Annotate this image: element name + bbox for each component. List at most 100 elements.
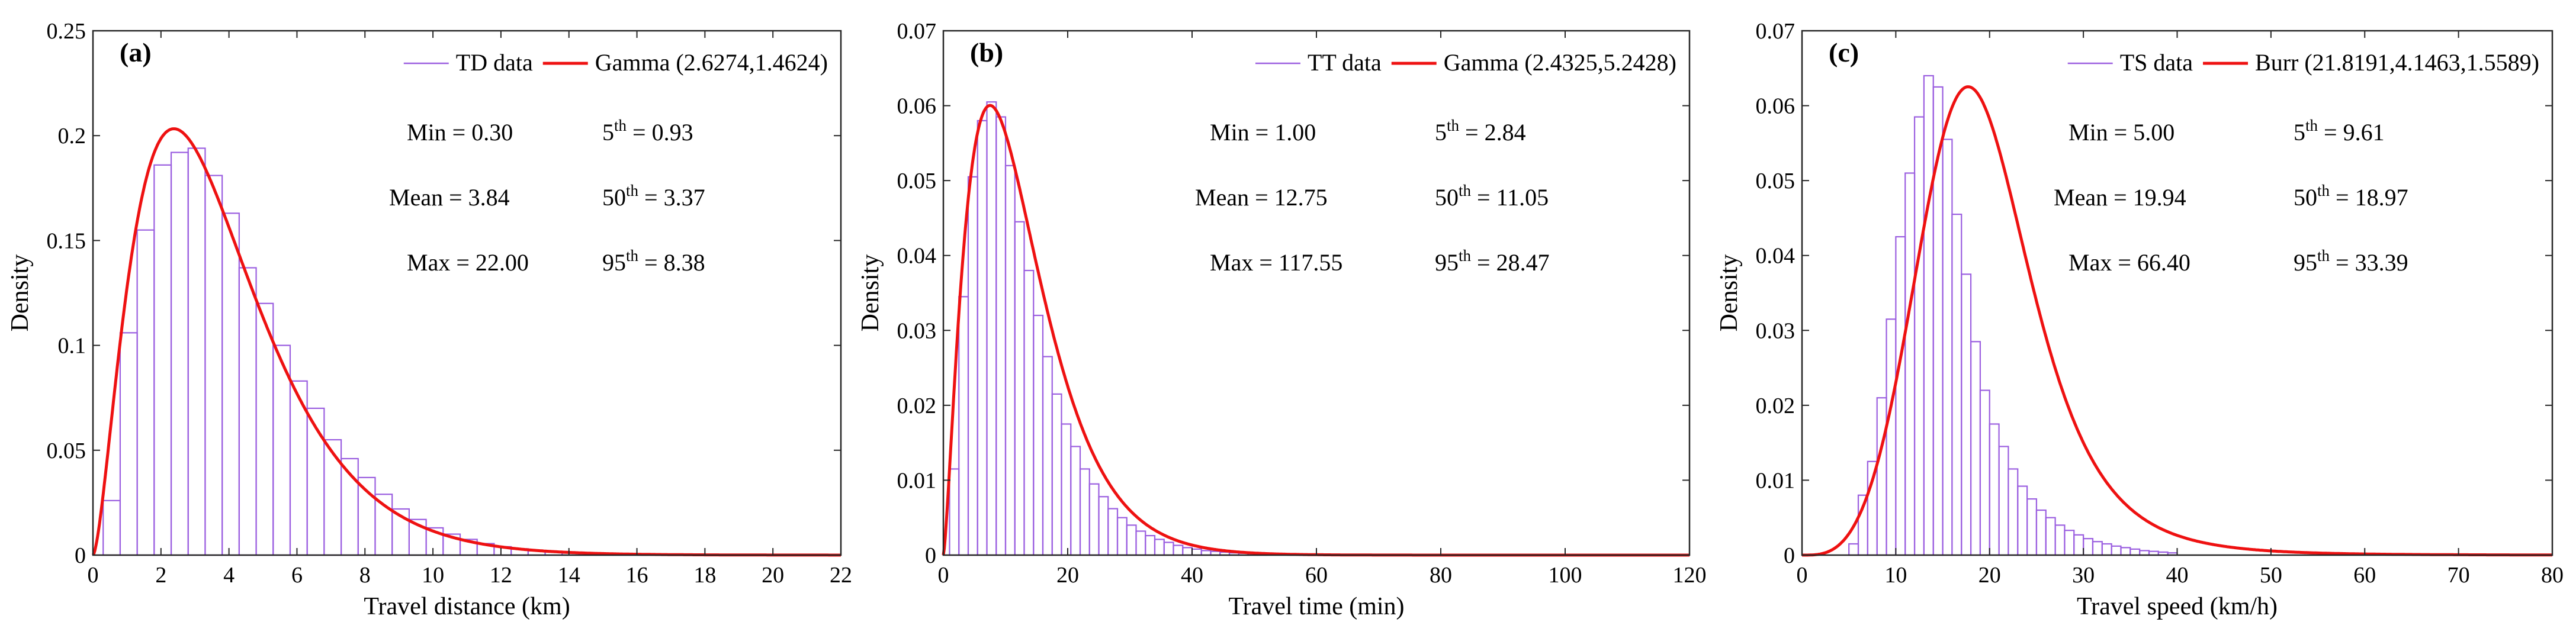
x-tick-label: 120: [1673, 563, 1707, 588]
histogram-bar: [255, 302, 274, 556]
percentile-sup: th: [2317, 247, 2330, 265]
histogram-bar: [1079, 468, 1090, 556]
histogram-bar: [2073, 534, 2084, 556]
histogram-bar: [1998, 446, 2009, 556]
y-tick-label: 0.03: [897, 318, 937, 343]
y-tick-label: 0.15: [47, 228, 86, 253]
histogram-bar: [1098, 496, 1109, 556]
histogram-bar: [2129, 548, 2141, 556]
percentile-base: 50: [1435, 184, 1459, 211]
axes-box: [92, 30, 842, 556]
panel-1: 0 2 4 6 8 10 12 14 16 18 20 22 0 0.05 0.1 0.15 0.2 0.25 Tr…: [7, 19, 852, 620]
histogram-bar: [1070, 446, 1081, 556]
percentile-base: 95: [1435, 249, 1459, 276]
percentile-value: = 18.97: [2330, 184, 2408, 211]
percentile-sup: th: [626, 247, 639, 265]
histogram-bar: [2120, 547, 2131, 556]
x-tick-label: 0: [1797, 563, 1808, 588]
x-tick-label: 80: [1430, 563, 1452, 588]
histogram-bar: [1107, 508, 1119, 556]
histogram-bar: [1154, 539, 1165, 556]
percentile-base: 95: [2294, 249, 2317, 276]
histogram-bar: [1951, 214, 1962, 556]
x-tick-label: 0: [938, 563, 949, 588]
y-tick-label: 0.06: [897, 94, 937, 119]
histogram-bar: [153, 164, 172, 556]
y-tick-label: 0.25: [47, 19, 86, 44]
legend-fit-label: Burr (21.8191,4.1463,1.5589): [2255, 49, 2539, 76]
stat-p95: 95th = 33.39: [2294, 247, 2408, 276]
y-tick-label: 0.05: [1756, 169, 1796, 194]
y-tick-label: 0.07: [897, 19, 937, 44]
percentile-sup: th: [1459, 247, 1472, 265]
stat-mean: Mean = 19.94: [2054, 184, 2186, 211]
x-axis-label: Travel speed (km/h): [2077, 593, 2278, 620]
panel-tag: (a): [120, 37, 152, 67]
histogram-bar: [2101, 543, 2112, 556]
y-tick-label: 0.05: [47, 439, 86, 463]
percentile-base: 5: [1435, 119, 1447, 146]
histogram-bar: [958, 296, 969, 556]
histogram-bar: [2045, 517, 2056, 556]
x-tick-label: 70: [2447, 563, 2470, 588]
x-tick-label: 0: [88, 563, 99, 588]
panel-3: 0 10 20 30 40 50 60 70 80 0 0.01 0.02 0.03 0.04 0.05 0.…: [1716, 19, 2564, 620]
percentile-value: = 28.47: [1471, 249, 1550, 276]
x-tick-label: 40: [2166, 563, 2189, 588]
percentile-base: 50: [2294, 184, 2317, 211]
histogram-bar: [2054, 524, 2066, 556]
percentile-value: = 3.37: [638, 184, 705, 211]
x-tick-label: 10: [422, 563, 444, 588]
percentile-sup: th: [2317, 182, 2330, 199]
histogram-bar: [949, 468, 960, 556]
histogram-bar: [102, 499, 121, 556]
histogram-bar: [1942, 138, 1953, 556]
percentile-value: = 11.05: [1471, 184, 1549, 211]
x-tick-label: 8: [359, 563, 371, 588]
histogram-bar: [1191, 548, 1202, 556]
x-tick-label: 100: [1549, 563, 1582, 588]
percentile-sup: th: [626, 182, 639, 199]
stat-p5: 5th = 2.84: [1435, 117, 1526, 146]
percentile-base: 50: [602, 184, 626, 211]
stat-p50: 50th = 11.05: [1435, 182, 1549, 211]
x-tick-label: 20: [1978, 563, 2001, 588]
legend-data-label: TS data: [2120, 49, 2193, 76]
histogram-bar: [1876, 397, 1887, 556]
histogram-bar: [1961, 273, 1972, 556]
x-tick-label: 20: [1056, 563, 1079, 588]
percentile-base: 5: [2294, 119, 2305, 146]
x-tick-label: 30: [2072, 563, 2095, 588]
y-tick-label: 0.02: [1756, 394, 1796, 418]
x-tick-label: 40: [1181, 563, 1203, 588]
histogram-bar: [1886, 318, 1897, 556]
histogram-bar: [306, 407, 325, 556]
x-tick-label: 20: [762, 563, 784, 588]
x-tick-label: 2: [155, 563, 166, 588]
stat-p5: 5th = 0.93: [602, 117, 693, 146]
percentile-value: = 33.39: [2330, 249, 2408, 276]
histogram-bar: [1042, 356, 1053, 556]
stat-min: Min = 1.00: [1210, 119, 1316, 146]
stat-min: Min = 0.30: [407, 119, 513, 146]
y-tick-label: 0: [75, 543, 86, 568]
percentile-value: = 2.84: [1459, 119, 1526, 146]
histogram-bar: [221, 212, 240, 556]
stat-p95: 95th = 8.38: [602, 247, 705, 276]
histogram-bar: [1970, 341, 1981, 556]
histogram-bar: [995, 116, 1007, 556]
y-tick-label: 0.04: [897, 244, 937, 269]
histogram-bar: [1173, 544, 1184, 556]
y-tick-label: 0: [925, 543, 936, 568]
histogram-bar: [2026, 498, 2038, 556]
stat-max: Max = 22.00: [407, 249, 529, 276]
histogram-bar: [204, 175, 223, 556]
x-tick-label: 50: [2260, 563, 2282, 588]
histogram-bar: [2017, 485, 2028, 556]
x-tick-label: 10: [1884, 563, 1907, 588]
percentile-base: 5: [602, 119, 614, 146]
x-tick-label: 60: [2353, 563, 2376, 588]
y-tick-label: 0.07: [1756, 19, 1796, 44]
histogram-bar: [323, 439, 342, 556]
